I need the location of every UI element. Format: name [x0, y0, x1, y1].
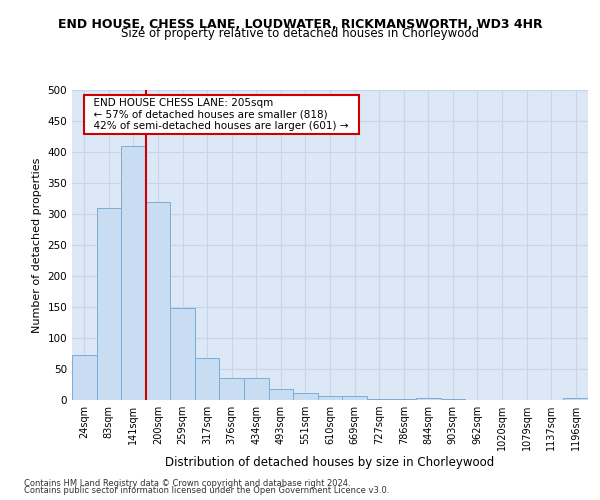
Bar: [121, 146, 146, 400]
Bar: [269, 389, 293, 400]
Text: Contains public sector information licensed under the Open Government Licence v3: Contains public sector information licen…: [24, 486, 389, 495]
X-axis label: Distribution of detached houses by size in Chorleywood: Distribution of detached houses by size …: [166, 456, 494, 469]
Y-axis label: Number of detached properties: Number of detached properties: [32, 158, 42, 332]
Bar: [318, 396, 342, 400]
Bar: [416, 398, 440, 400]
Bar: [563, 398, 588, 400]
Bar: [220, 378, 244, 400]
Text: Contains HM Land Registry data © Crown copyright and database right 2024.: Contains HM Land Registry data © Crown c…: [24, 478, 350, 488]
Text: Size of property relative to detached houses in Chorleywood: Size of property relative to detached ho…: [121, 28, 479, 40]
Bar: [342, 396, 367, 400]
Text: END HOUSE, CHESS LANE, LOUDWATER, RICKMANSWORTH, WD3 4HR: END HOUSE, CHESS LANE, LOUDWATER, RICKMA…: [58, 18, 542, 30]
Bar: [195, 358, 220, 400]
Bar: [146, 202, 170, 400]
Bar: [72, 356, 97, 400]
Bar: [170, 308, 195, 400]
Bar: [97, 208, 121, 400]
Bar: [244, 378, 269, 400]
Text: END HOUSE CHESS LANE: 205sqm  
  ← 57% of detached houses are smaller (818)  
  : END HOUSE CHESS LANE: 205sqm ← 57% of de…: [88, 98, 355, 131]
Bar: [293, 393, 318, 400]
